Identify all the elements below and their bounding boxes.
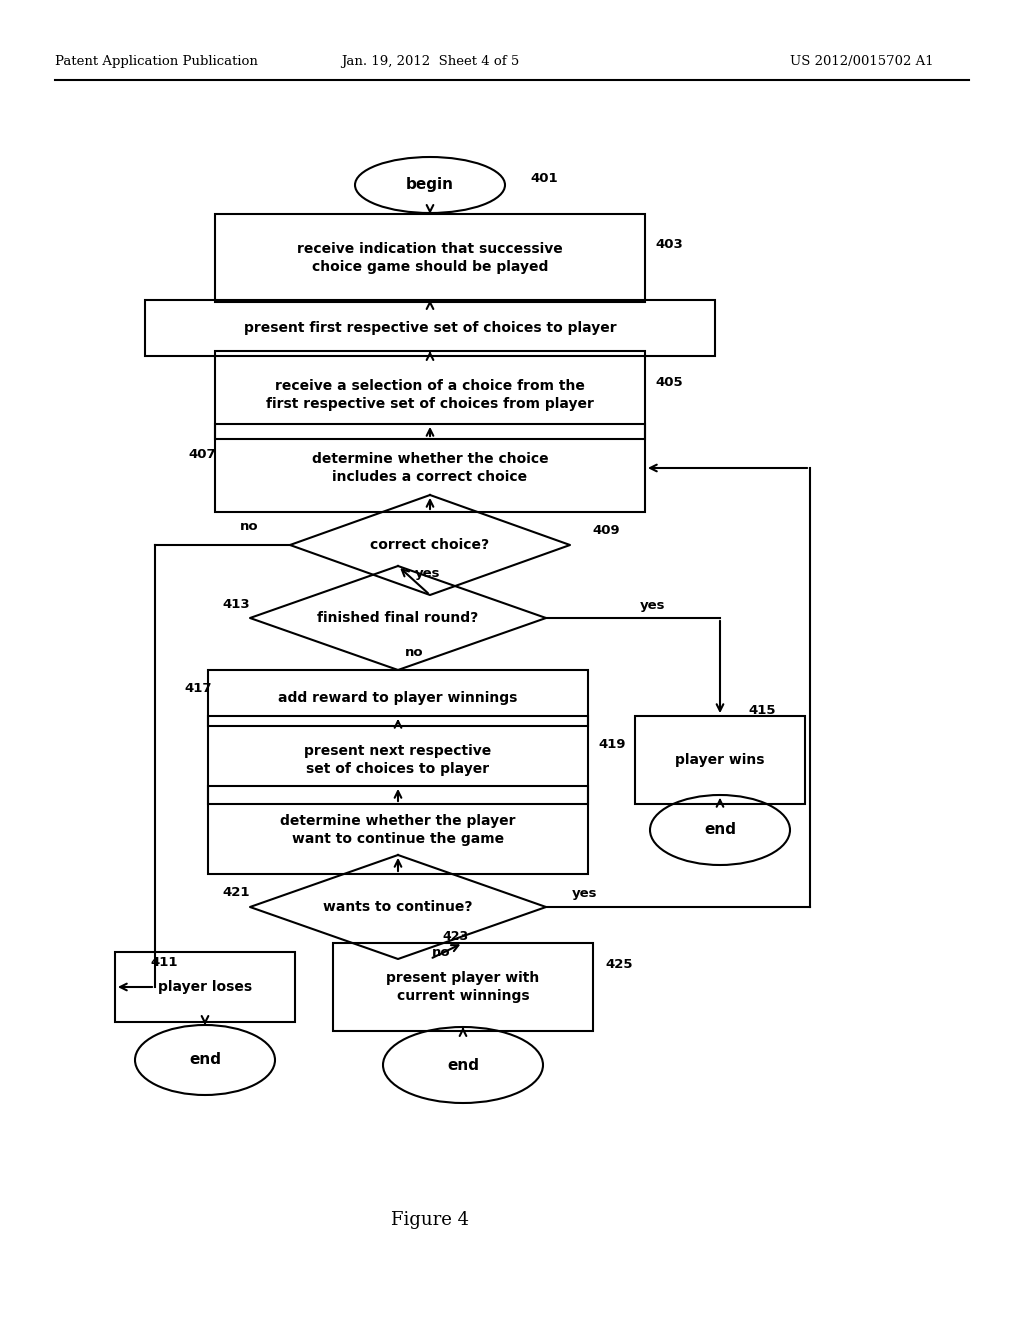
Bar: [333, 942, 593, 1031]
Text: determine whether the choice
includes a correct choice: determine whether the choice includes a …: [311, 453, 548, 483]
Text: end: end: [447, 1057, 479, 1072]
Bar: [145, 300, 715, 356]
Bar: [208, 671, 588, 726]
Text: determine whether the player
want to continue the game: determine whether the player want to con…: [281, 814, 516, 846]
Text: begin: begin: [406, 177, 454, 193]
Text: end: end: [705, 822, 736, 837]
Text: no: no: [432, 946, 451, 960]
Text: 417: 417: [184, 681, 212, 694]
Text: receive indication that successive
choice game should be played: receive indication that successive choic…: [297, 243, 563, 273]
Text: Jan. 19, 2012  Sheet 4 of 5: Jan. 19, 2012 Sheet 4 of 5: [341, 55, 519, 69]
Text: 409: 409: [592, 524, 620, 536]
Text: wants to continue?: wants to continue?: [324, 900, 473, 913]
Text: no: no: [240, 520, 259, 533]
Text: 421: 421: [222, 887, 250, 899]
Text: 423: 423: [442, 931, 468, 944]
Bar: [215, 351, 645, 440]
Bar: [115, 952, 295, 1022]
Text: yes: yes: [415, 566, 440, 579]
Text: yes: yes: [572, 887, 597, 899]
Bar: [208, 715, 588, 804]
Text: Figure 4: Figure 4: [391, 1210, 469, 1229]
Text: 411: 411: [150, 957, 177, 969]
Bar: [635, 715, 805, 804]
Text: present next respective
set of choices to player: present next respective set of choices t…: [304, 744, 492, 776]
Text: player loses: player loses: [158, 979, 252, 994]
Bar: [215, 214, 645, 302]
Text: 415: 415: [748, 704, 775, 717]
Text: Patent Application Publication: Patent Application Publication: [55, 55, 258, 69]
Text: 403: 403: [655, 239, 683, 252]
Text: 425: 425: [605, 958, 633, 972]
Text: 407: 407: [188, 449, 216, 462]
Bar: [215, 424, 645, 512]
Text: US 2012/0015702 A1: US 2012/0015702 A1: [790, 55, 934, 69]
Text: player wins: player wins: [675, 752, 765, 767]
Text: 419: 419: [598, 738, 626, 751]
Text: yes: yes: [640, 598, 666, 611]
Text: correct choice?: correct choice?: [371, 539, 489, 552]
Text: end: end: [189, 1052, 221, 1068]
Text: receive a selection of a choice from the
first respective set of choices from pl: receive a selection of a choice from the…: [266, 379, 594, 411]
Text: no: no: [406, 647, 424, 660]
Text: present first respective set of choices to player: present first respective set of choices …: [244, 321, 616, 335]
Text: present player with
current winnings: present player with current winnings: [386, 972, 540, 1003]
Text: 413: 413: [222, 598, 250, 611]
Text: 405: 405: [655, 375, 683, 388]
Bar: [208, 785, 588, 874]
Text: finished final round?: finished final round?: [317, 611, 478, 624]
Text: add reward to player winnings: add reward to player winnings: [279, 690, 518, 705]
Text: 401: 401: [530, 172, 558, 185]
